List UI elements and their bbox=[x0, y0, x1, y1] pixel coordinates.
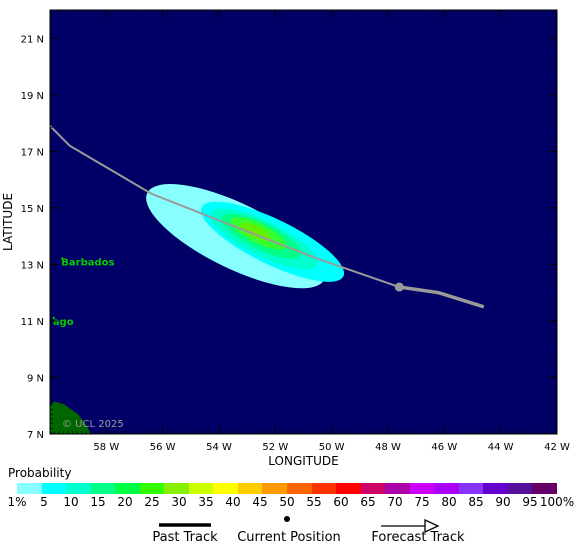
y-axis-title: LATITUDE bbox=[1, 193, 15, 251]
scale-color-4 bbox=[115, 483, 140, 494]
lon-tick-label: 48 W bbox=[375, 442, 401, 453]
scale-tick-label: 80 bbox=[441, 495, 457, 509]
lat-tick-label: 19 N bbox=[21, 91, 44, 102]
place-label: Barbados bbox=[61, 258, 114, 269]
track-layer bbox=[49, 125, 485, 309]
scale-tick-label: 25 bbox=[144, 495, 160, 509]
lat-tick-label: 15 N bbox=[21, 204, 44, 215]
scale-tick-label: 1% bbox=[7, 495, 27, 509]
scale-color-5 bbox=[139, 483, 165, 494]
scale-color-14 bbox=[360, 483, 386, 494]
lon-tick-label: 42 W bbox=[544, 442, 570, 453]
scale-color-9 bbox=[237, 483, 263, 494]
scale-tick-label: 5 bbox=[40, 495, 48, 509]
scale-tick-label: 45 bbox=[252, 495, 268, 509]
scale-color-17 bbox=[434, 483, 459, 494]
x-axis-title: LONGITUDE bbox=[268, 454, 338, 468]
current-position-legend-dot bbox=[284, 516, 290, 522]
lat-tick-label: 7 N bbox=[27, 430, 44, 441]
scale-tick-label: 10 bbox=[63, 495, 79, 509]
lat-tick-label: 17 N bbox=[21, 147, 44, 158]
lon-tick-label: 54 W bbox=[206, 442, 232, 453]
scale-tick-label: 95 bbox=[522, 495, 538, 509]
scale-tick-label: 70 bbox=[387, 495, 403, 509]
scale-color-21 bbox=[532, 483, 558, 494]
scale-tick-label: 15 bbox=[90, 495, 106, 509]
forecast-track-label: Forecast Track bbox=[371, 530, 465, 545]
map-frame bbox=[49, 9, 558, 435]
lon-tick-label: 46 W bbox=[431, 442, 457, 453]
lat-tick-label: 21 N bbox=[21, 34, 44, 45]
scale-tick-label: 35 bbox=[198, 495, 214, 509]
ocean-background bbox=[50, 10, 557, 434]
probability-color-scale bbox=[17, 483, 558, 494]
scale-color-10 bbox=[262, 483, 288, 494]
scale-color-13 bbox=[336, 483, 361, 494]
scale-tick-label: 60 bbox=[333, 495, 349, 509]
scale-tick-label: 85 bbox=[468, 495, 484, 509]
lon-tick-label: 56 W bbox=[150, 442, 176, 453]
scale-color-1 bbox=[41, 483, 67, 494]
lat-tick-label: 13 N bbox=[21, 260, 44, 271]
copyright-label: © UCL 2025 bbox=[62, 419, 124, 430]
place-labels: Barbados ago bbox=[52, 257, 115, 328]
probability-contour-25 bbox=[240, 222, 272, 242]
scale-color-2 bbox=[66, 483, 91, 494]
past-track-label: Past Track bbox=[152, 530, 218, 545]
past-track-line bbox=[49, 125, 400, 288]
scale-tick-label: 65 bbox=[360, 495, 376, 509]
lon-tick-label: 52 W bbox=[262, 442, 288, 453]
place-label: ago bbox=[53, 317, 74, 328]
place-marker bbox=[52, 316, 56, 320]
scale-tick-label: 20 bbox=[117, 495, 133, 509]
scale-tick-label: 40 bbox=[225, 495, 241, 509]
forecast-track-legend-arrow bbox=[381, 518, 440, 534]
scale-tick-label: 75 bbox=[414, 495, 430, 509]
scale-tick-label: 50 bbox=[279, 495, 295, 509]
lat-tick-label: 9 N bbox=[27, 373, 44, 384]
scale-color-18 bbox=[458, 483, 484, 494]
lon-tick-label: 58 W bbox=[93, 442, 119, 453]
forecast-track-line bbox=[399, 285, 485, 309]
probability-tick-labels: 1% 5 10 15 20 25 30 35 40 45 50 55 60 65 70 75 80 85 90 95 1… bbox=[0, 495, 580, 509]
scale-color-15 bbox=[385, 483, 410, 494]
land-mass bbox=[50, 401, 91, 434]
scale-color-12 bbox=[311, 483, 337, 494]
place-marker bbox=[61, 257, 64, 260]
scale-color-20 bbox=[507, 483, 533, 494]
scale-tick-label: 30 bbox=[171, 495, 187, 509]
scale-tick-label: 90 bbox=[495, 495, 511, 509]
scale-color-8 bbox=[213, 483, 238, 494]
current-position-label: Current Position bbox=[237, 530, 341, 545]
probability-legend-title: Probability bbox=[8, 466, 72, 480]
axes: 58 W 56 W 54 W 52 W 50 W 48 W 46 W 44 W 42 W 7 N 9… bbox=[21, 9, 570, 453]
lat-tick-label: 11 N bbox=[21, 317, 44, 328]
land-layer bbox=[50, 401, 91, 434]
scale-color-7 bbox=[188, 483, 214, 494]
scale-color-19 bbox=[483, 483, 508, 494]
scale-color-3 bbox=[90, 483, 116, 494]
scale-tick-label: 100% bbox=[539, 495, 575, 509]
scale-color-6 bbox=[164, 483, 189, 494]
scale-color-16 bbox=[409, 483, 435, 494]
scale-color-0 bbox=[17, 483, 42, 494]
scale-tick-label: 55 bbox=[306, 495, 322, 509]
lon-tick-label: 44 W bbox=[488, 442, 514, 453]
current-position-marker bbox=[394, 282, 404, 292]
lon-tick-label: 50 W bbox=[319, 442, 345, 453]
scale-color-11 bbox=[287, 483, 312, 494]
